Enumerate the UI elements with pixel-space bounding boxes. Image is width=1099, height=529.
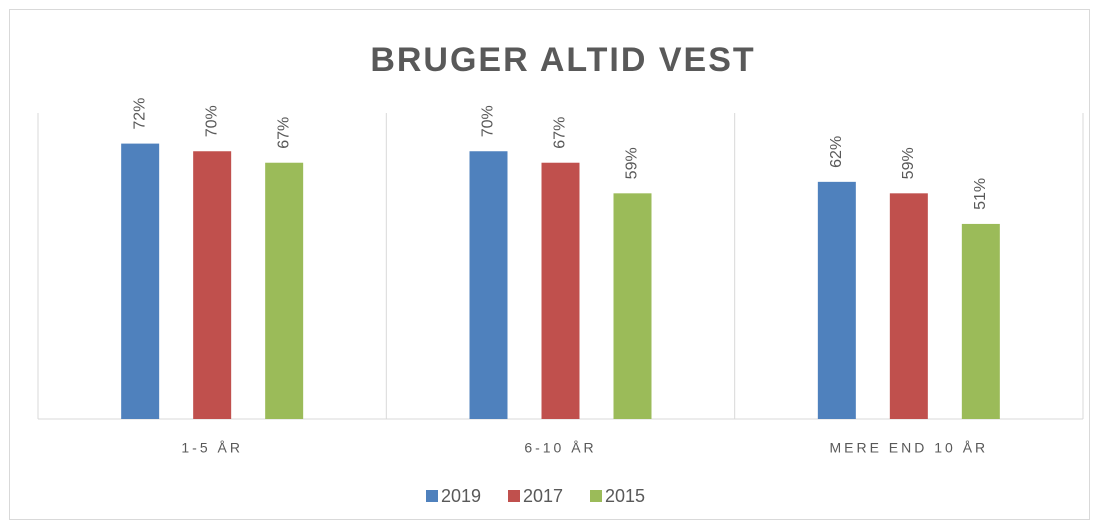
data-label: 72%	[131, 98, 148, 130]
data-label: 67%	[552, 117, 569, 149]
legend-label: 2015	[605, 486, 645, 506]
legend-swatch	[508, 490, 520, 502]
bar	[541, 162, 580, 419]
x-tick-label: MERE END 10 ÅR	[829, 440, 988, 456]
x-tick-label: 6-10 ÅR	[524, 440, 596, 456]
legend-swatch	[426, 490, 438, 502]
legend-label: 2017	[523, 486, 563, 506]
data-label: 70%	[203, 105, 220, 137]
data-label: 62%	[828, 136, 845, 168]
bar	[961, 223, 1000, 419]
x-tick-label: 1-5 ÅR	[181, 440, 243, 456]
bar	[469, 151, 508, 419]
bar	[613, 193, 652, 419]
bar	[817, 181, 856, 419]
bar	[121, 143, 160, 419]
data-label: 51%	[972, 178, 989, 210]
data-label: 70%	[480, 105, 497, 137]
chart-title: BRUGER ALTID VEST	[370, 41, 755, 79]
legend-label: 2019	[441, 486, 481, 506]
data-label: 59%	[900, 147, 917, 179]
legend-swatch	[590, 490, 602, 502]
bar	[889, 193, 928, 419]
bar	[265, 162, 304, 419]
data-label: 67%	[275, 117, 292, 149]
bar	[193, 151, 232, 419]
data-label: 59%	[624, 147, 641, 179]
